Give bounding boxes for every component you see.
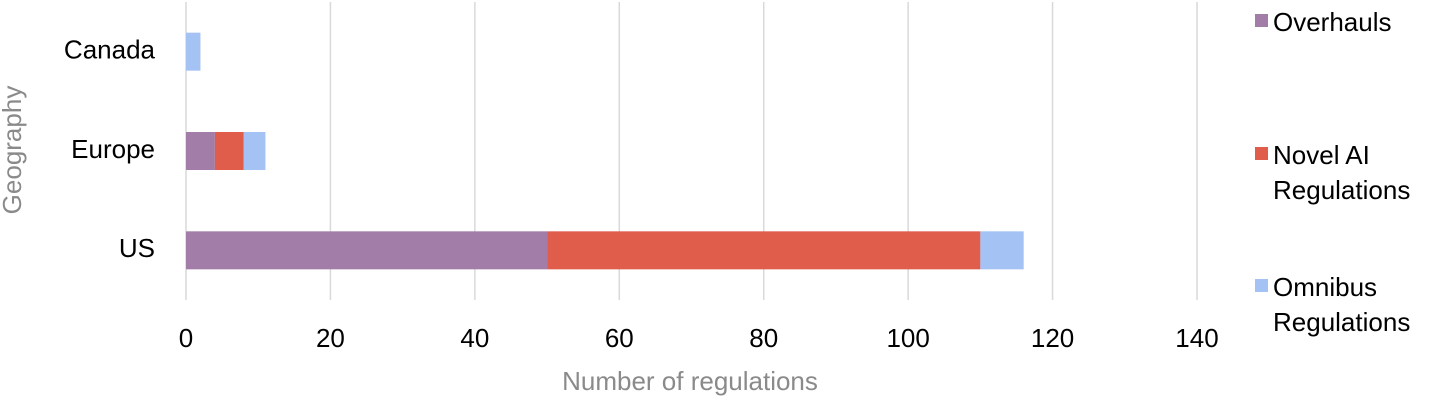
legend-label: Overhauls: [1273, 7, 1392, 37]
bar-segment: [547, 231, 981, 270]
y-tick-label: Canada: [64, 35, 156, 65]
x-tick-label: 100: [886, 323, 929, 353]
bar-segment: [186, 231, 548, 270]
x-tick-label: 40: [460, 323, 489, 353]
legend-label: Novel AI Regulations: [1273, 140, 1411, 205]
x-tick-label: 0: [179, 323, 193, 353]
x-tick-label: 60: [605, 323, 634, 353]
y-tick-label: US: [119, 233, 155, 263]
legend-label: Omnibus Regulations: [1273, 272, 1411, 337]
legend-item: Overhauls: [1255, 5, 1445, 40]
x-tick-label: 140: [1175, 323, 1218, 353]
x-tick-label: 80: [749, 323, 778, 353]
x-tick-label: 20: [316, 323, 345, 353]
bar-segment: [186, 32, 201, 71]
y-axis-title: Geography: [0, 86, 27, 215]
legend-swatch: [1255, 14, 1268, 27]
legend-item: Novel AI Regulations: [1255, 138, 1445, 208]
bar-segment: [186, 132, 215, 170]
legend-swatch: [1255, 147, 1268, 160]
bar-segment: [980, 231, 1024, 270]
y-tick-label: Europe: [71, 134, 155, 164]
legend-swatch: [1255, 279, 1268, 292]
legend-item: Omnibus Regulations: [1255, 270, 1445, 340]
x-axis-title: Number of regulations: [562, 366, 818, 396]
bar-segment: [214, 132, 244, 170]
x-tick-label: 120: [1031, 323, 1074, 353]
bar-segment: [243, 132, 266, 170]
